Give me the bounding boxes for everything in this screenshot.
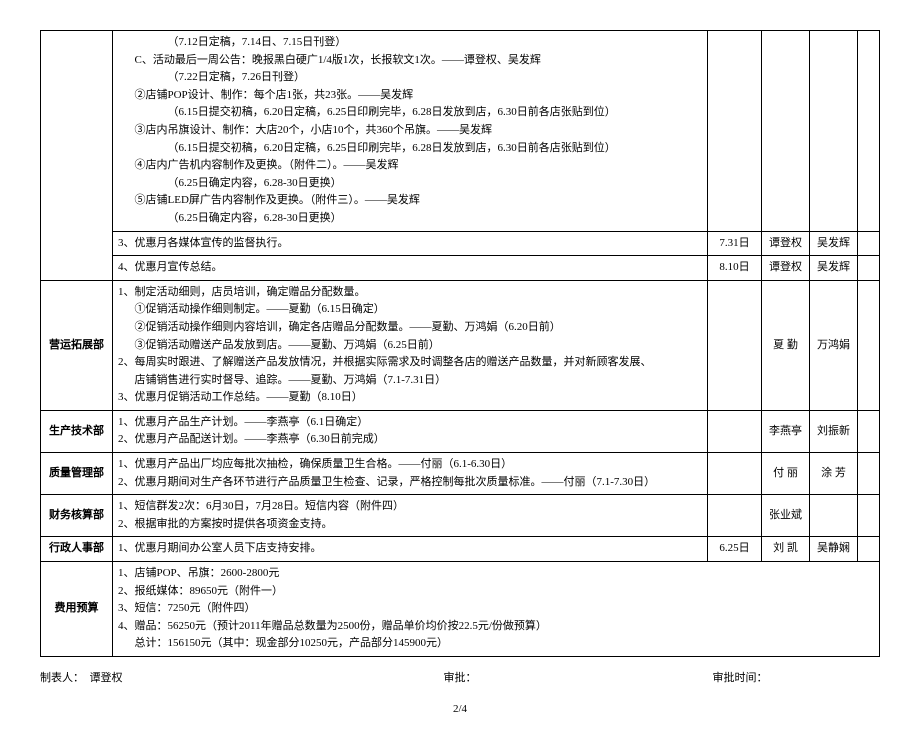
date-cell (708, 410, 762, 452)
dept-cell: 财务核算部 (41, 495, 113, 537)
content-cell: 1、优惠月产品出厂均应每批次抽检，确保质量卫生合格。——付丽（6.1-6.30日… (113, 453, 708, 495)
person2-cell (810, 495, 858, 537)
content-cell: 1、短信群发2次：6月30日，7月28日。短信内容（附件四）2、根据审批的方案按… (113, 495, 708, 537)
content-line: 1、店铺POP、吊旗：2600-2800元 (118, 565, 874, 583)
dept-cell: 营运拓展部 (41, 280, 113, 410)
date-cell (708, 495, 762, 537)
person1-cell: 刘 凯 (762, 537, 810, 562)
extra-cell (858, 256, 880, 281)
content-line: 3、优惠月促销活动工作总结。——夏勤（8.10日） (118, 389, 702, 407)
content-line: 2、报纸媒体：89650元（附件一） (118, 583, 874, 601)
person2-cell: 刘振新 (810, 410, 858, 452)
content-line: 4、赠品：56250元（预计2011年赠品总数量为2500份，赠品单价均价按22… (118, 618, 874, 636)
dept-cell: 生产技术部 (41, 410, 113, 452)
person2-cell: 万鸿娟 (810, 280, 858, 410)
content-line: 4、优惠月宣传总结。 (118, 259, 702, 277)
maker-name: 谭登权 (90, 672, 123, 684)
person2-cell: 涂 芳 (810, 453, 858, 495)
content-line: （6.15日提交初稿，6.20日定稿，6.25日印刷完毕，6.28日发放到店，6… (118, 140, 702, 158)
extra-cell (858, 410, 880, 452)
plan-table: （7.12日定稿，7.14日、7.15日刊登）C、活动最后一周公告：晚报黑白硬广… (40, 30, 880, 657)
content-line: C、活动最后一周公告：晚报黑白硬广1/4版1次，长报软文1次。——谭登权、吴发辉 (118, 52, 702, 70)
content-line: 3、优惠月各媒体宣传的监督执行。 (118, 235, 702, 253)
date-cell: 8.10日 (708, 256, 762, 281)
approve-label: 审批： (444, 672, 477, 684)
extra-cell (858, 280, 880, 410)
content-line: （6.25日确定内容，6.28-30日更换） (118, 175, 702, 193)
person1-cell: 夏 勤 (762, 280, 810, 410)
person2-cell: 吴静娴 (810, 537, 858, 562)
person2-cell: 吴发辉 (810, 231, 858, 256)
content-cell: （7.12日定稿，7.14日、7.15日刊登）C、活动最后一周公告：晚报黑白硬广… (113, 31, 708, 232)
content-line: 总计：156150元（其中：现金部分10250元，产品部分145900元） (118, 635, 874, 653)
footer: 制表人： 谭登权 审批： 审批时间： (40, 669, 880, 685)
content-line: ⑤店铺LED屏广告内容制作及更换。（附件三）。——吴发辉 (118, 192, 702, 210)
person2-cell (810, 31, 858, 232)
content-line: ③店内吊旗设计、制作：大店20个，小店10个，共360个吊旗。——吴发辉 (118, 122, 702, 140)
content-line: ④店内广告机内容制作及更换。（附件二）。——吴发辉 (118, 157, 702, 175)
extra-cell (858, 31, 880, 232)
dept-cell: 费用预算 (41, 562, 113, 657)
content-line: 3、短信：7250元（附件四） (118, 600, 874, 618)
content-cell: 4、优惠月宣传总结。 (113, 256, 708, 281)
content-line: ①促销活动操作细则制定。——夏勤（6.15日确定） (118, 301, 702, 319)
content-line: 店铺销售进行实时督导、追踪。——夏勤、万鸿娟（7.1-7.31日） (118, 372, 702, 390)
content-line: 2、优惠月产品配送计划。——李燕亭（6.30日前完成） (118, 431, 702, 449)
person1-cell: 李燕亭 (762, 410, 810, 452)
page-number: 2/4 (40, 703, 880, 715)
date-cell (708, 453, 762, 495)
extra-cell (858, 495, 880, 537)
content-line: （6.25日确定内容，6.28-30日更换） (118, 210, 702, 228)
content-line: ③促销活动赠送产品发放到店。——夏勤、万鸿娟（6.25日前） (118, 337, 702, 355)
extra-cell (858, 537, 880, 562)
content-line: 1、优惠月产品生产计划。——李燕亭（6.1日确定） (118, 414, 702, 432)
dept-cell (41, 31, 113, 281)
content-line: 2、根据审批的方案按时提供各项资金支持。 (118, 516, 702, 534)
content-line: ②店铺POP设计、制作：每个店1张，共23张。——吴发辉 (118, 87, 702, 105)
extra-cell (858, 453, 880, 495)
dept-cell: 行政人事部 (41, 537, 113, 562)
content-cell: 1、优惠月产品生产计划。——李燕亭（6.1日确定）2、优惠月产品配送计划。——李… (113, 410, 708, 452)
content-line: 1、短信群发2次：6月30日，7月28日。短信内容（附件四） (118, 498, 702, 516)
content-cell: 1、优惠月期间办公室人员下店支持安排。 (113, 537, 708, 562)
date-cell (708, 31, 762, 232)
content-line: （7.22日定稿，7.26日刊登） (118, 69, 702, 87)
person2-cell: 吴发辉 (810, 256, 858, 281)
dept-cell: 质量管理部 (41, 453, 113, 495)
content-line: ②促销活动操作细则内容培训，确定各店赠品分配数量。——夏勤、万鸿娟（6.20日前… (118, 319, 702, 337)
person1-cell: 谭登权 (762, 231, 810, 256)
date-cell (708, 280, 762, 410)
maker-label: 制表人： (40, 672, 84, 684)
content-line: 1、优惠月产品出厂均应每批次抽检，确保质量卫生合格。——付丽（6.1-6.30日… (118, 456, 702, 474)
content-line: 1、制定活动细则，店员培训，确定赠品分配数量。 (118, 284, 702, 302)
content-cell: 3、优惠月各媒体宣传的监督执行。 (113, 231, 708, 256)
content-cell: 1、制定活动细则，店员培训，确定赠品分配数量。①促销活动操作细则制定。——夏勤（… (113, 280, 708, 410)
content-line: （6.15日提交初稿，6.20日定稿，6.25日印刷完毕，6.28日发放到店，6… (118, 104, 702, 122)
content-line: 2、优惠月期间对生产各环节进行产品质量卫生检查、记录，严格控制每批次质量标准。—… (118, 474, 702, 492)
approve-time-label: 审批时间： (713, 672, 768, 684)
date-cell: 7.31日 (708, 231, 762, 256)
content-cell: 1、店铺POP、吊旗：2600-2800元2、报纸媒体：89650元（附件一）3… (113, 562, 880, 657)
content-line: 1、优惠月期间办公室人员下店支持安排。 (118, 540, 702, 558)
person1-cell (762, 31, 810, 232)
person1-cell: 谭登权 (762, 256, 810, 281)
date-cell: 6.25日 (708, 537, 762, 562)
person1-cell: 张业斌 (762, 495, 810, 537)
person1-cell: 付 丽 (762, 453, 810, 495)
content-line: （7.12日定稿，7.14日、7.15日刊登） (118, 34, 702, 52)
extra-cell (858, 231, 880, 256)
content-line: 2、每周实时跟进、了解赠送产品发放情况，并根据实际需求及时调整各店的赠送产品数量… (118, 354, 702, 372)
